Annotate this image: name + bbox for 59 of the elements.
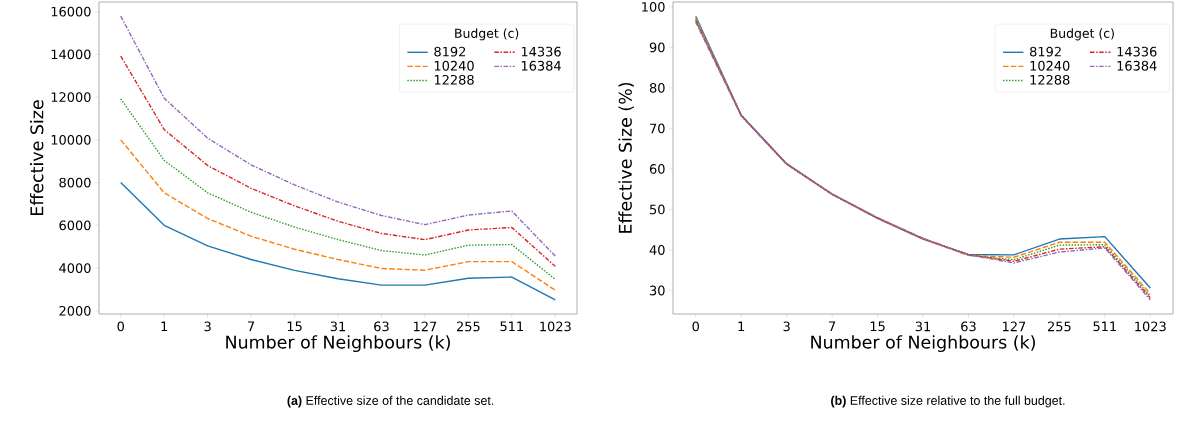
x-tick-label: 31	[915, 321, 931, 332]
y-tick-label: 14000	[51, 49, 91, 60]
legend-title: Budget (c)	[455, 28, 519, 41]
legend-label: 16384	[1117, 60, 1157, 71]
x-tick-label: 7	[248, 321, 255, 331]
x-tick-label: 511	[500, 321, 523, 332]
text: (a) Effective size of the candidate set.	[287, 395, 494, 408]
legend-label: 14336	[1117, 46, 1157, 57]
y-tick-label: 10000	[51, 134, 91, 145]
x-tick-label: 15	[870, 321, 885, 332]
x-tick-label: 1023	[1135, 321, 1166, 332]
x-tick-label: 3	[783, 321, 790, 332]
x-tick-label: 127	[1002, 321, 1026, 332]
x-tick-label: 31	[330, 321, 346, 332]
line-series	[120, 98, 556, 281]
legend-title: Budget (c)	[1050, 28, 1114, 41]
x-tick-label: 3	[204, 321, 211, 332]
y-tick-label: 16000	[51, 6, 91, 17]
x-tick-label: 127	[413, 321, 437, 332]
line-series	[120, 181, 556, 301]
x-tick-label: 63	[961, 321, 976, 332]
legend-label: 12288	[1030, 74, 1070, 85]
x-tick-label: 0	[692, 321, 699, 332]
y-tick-label: 30	[649, 285, 665, 296]
x-axis-title: Number of Neighbours (k)	[226, 335, 450, 353]
legend-label: 10240	[1030, 60, 1070, 71]
legend-label: 8192	[434, 46, 466, 57]
x-axis-title: Number of Neighbours (k)	[811, 335, 1035, 353]
y-axis-title: Effective Size (%)	[618, 82, 634, 233]
x-tick-label: 1023	[540, 321, 571, 332]
y-tick-label: 100	[642, 1, 665, 12]
line-series	[120, 139, 556, 291]
y-tick-label: 12000	[51, 92, 91, 102]
x-tick-label: 15	[287, 321, 302, 332]
y-tick-label: 6000	[59, 220, 91, 231]
x-tick-label: 7	[829, 321, 836, 331]
x-tick-label: 1	[161, 321, 168, 331]
y-tick-label: 40	[649, 245, 665, 255]
x-tick-label: 511	[1093, 321, 1116, 332]
x-tick-label: 255	[456, 321, 480, 332]
y-tick-label: 60	[649, 164, 665, 174]
x-tick-label: 1	[738, 321, 745, 331]
y-tick-label: 8000	[59, 177, 91, 188]
y-tick-label: 70	[650, 123, 665, 134]
x-tick-label: 0	[117, 321, 124, 332]
legend-label: 16384	[521, 60, 561, 71]
y-axis-title: Effective Size	[29, 100, 44, 215]
legend-label: 10240	[434, 60, 474, 71]
legend-label: 14336	[521, 46, 561, 57]
legend-label: 8192	[1029, 46, 1061, 57]
y-tick-label: 80	[649, 83, 665, 93]
y-tick-label: 4000	[59, 263, 91, 273]
y-tick-label: 50	[650, 204, 665, 215]
legend-label: 12288	[434, 74, 474, 85]
text: (b) Effective size relative to the full budget.	[831, 395, 1065, 408]
x-tick-label: 63	[374, 321, 389, 332]
y-tick-label: 90	[649, 42, 665, 53]
y-tick-label: 2000	[59, 305, 91, 316]
x-tick-label: 255	[1047, 321, 1071, 332]
